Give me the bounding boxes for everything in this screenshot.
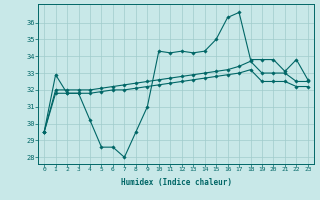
X-axis label: Humidex (Indice chaleur): Humidex (Indice chaleur) (121, 178, 231, 187)
